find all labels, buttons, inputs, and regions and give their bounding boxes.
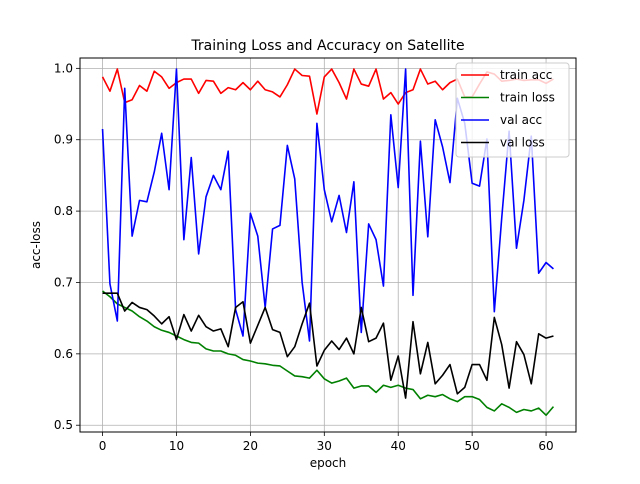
series-line-val-loss <box>102 292 554 399</box>
y-axis-label: acc-loss <box>29 221 43 269</box>
x-tick-label: 10 <box>169 439 184 453</box>
legend-label-val-loss: val loss <box>500 136 545 150</box>
legend-label-train-acc: train acc <box>500 68 552 82</box>
x-axis-label: epoch <box>310 456 347 470</box>
y-tick-label: 1.0 <box>54 61 73 75</box>
x-tick-label: 30 <box>317 439 332 453</box>
y-tick-label: 0.7 <box>54 275 73 289</box>
y-tick-label: 0.5 <box>54 418 73 432</box>
y-tick-label: 0.8 <box>54 204 73 218</box>
x-tick-label: 0 <box>99 439 107 453</box>
x-tick-label: 50 <box>465 439 480 453</box>
plot-frame <box>79 57 577 433</box>
chart-title: Training Loss and Accuracy on Satellite <box>190 38 464 54</box>
x-tick-label: 60 <box>538 439 553 453</box>
y-tick-label: 0.6 <box>54 347 73 361</box>
x-tick-label: 20 <box>243 439 258 453</box>
legend: train acc train loss val acc val loss <box>455 62 570 158</box>
legend-label-val-acc: val acc <box>500 113 542 127</box>
legend-box <box>455 62 570 158</box>
legend-label-train-loss: train loss <box>500 91 555 105</box>
x-tick-label: 40 <box>391 439 406 453</box>
series-line-val-acc <box>101 68 554 342</box>
y-tick-label: 0.9 <box>54 133 73 147</box>
axis-ticks: 0 10 20 30 40 50 60 0.5 0.6 0.7 0.8 0.9 1.0 <box>54 61 554 453</box>
